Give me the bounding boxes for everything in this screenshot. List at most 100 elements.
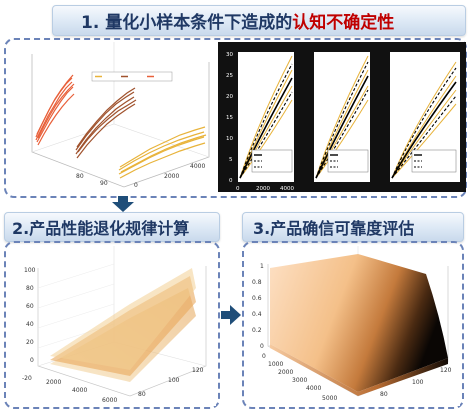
upper-bound-curve bbox=[391, 67, 457, 179]
y-tick-label: 0 bbox=[229, 178, 233, 184]
y-tick-label: 2000 bbox=[164, 173, 179, 180]
x-tick-label: 4000 bbox=[280, 186, 294, 192]
x-tick-label: 120 bbox=[440, 367, 452, 374]
section-2-frame bbox=[4, 241, 220, 409]
z-tick-label: 60 bbox=[26, 303, 34, 310]
gold-series-line bbox=[119, 142, 206, 179]
y-tick-label: 4000 bbox=[72, 387, 87, 394]
right-arrow-icon bbox=[221, 305, 241, 325]
orange-series-line bbox=[37, 93, 75, 146]
z-tick-label: -20 bbox=[22, 375, 32, 382]
z-tick-label: 0.6 bbox=[252, 295, 262, 302]
y-tick-label: 0 bbox=[134, 182, 138, 189]
z-tick-label: 0.4 bbox=[252, 311, 262, 318]
y-tick-label: 4000 bbox=[306, 385, 321, 392]
band-curve bbox=[239, 99, 293, 179]
small-chart-2 bbox=[314, 52, 370, 182]
gold-series-line bbox=[119, 126, 206, 168]
orange-series-line bbox=[36, 74, 74, 135]
brown-series-line bbox=[75, 91, 135, 151]
y-tick-label: 2000 bbox=[278, 369, 293, 376]
small-charts-svg: 30 25 20 15 10 5 0 0 2000 4000 bbox=[226, 52, 460, 192]
y-tick-label: 5000 bbox=[322, 395, 337, 402]
band-curve bbox=[315, 55, 369, 179]
gold-series-line bbox=[120, 134, 207, 173]
y-tick-label: 4000 bbox=[190, 163, 205, 170]
legend-box bbox=[411, 149, 457, 173]
degradation-3d-svg: 80 90 0 2000 4000 bbox=[31, 42, 210, 189]
degradation-surface-plot: 100 80 60 40 20 0 -20 2000 4000 6000 80 … bbox=[10, 246, 216, 406]
x-tick-label: 100 bbox=[168, 377, 180, 384]
y-tick-label: 30 bbox=[226, 52, 233, 58]
degradation-3d-plot: 80 90 0 2000 4000 bbox=[14, 42, 214, 190]
orange-series-line bbox=[36, 86, 74, 143]
lower-bound-curve bbox=[239, 91, 293, 179]
orange-series-line bbox=[37, 83, 75, 139]
z-tick-label: 0 bbox=[260, 343, 264, 350]
z-tick-label: 0 bbox=[30, 357, 34, 364]
z-tick-label: 0.2 bbox=[252, 327, 262, 334]
small-chart-3 bbox=[390, 52, 460, 182]
upper-bound-curve bbox=[239, 63, 293, 179]
y-tick-label: 6000 bbox=[102, 397, 117, 404]
small-charts-container: 30 25 20 15 10 5 0 0 2000 4000 bbox=[218, 42, 466, 192]
orange-series-group bbox=[35, 74, 75, 146]
gold-series-line bbox=[118, 136, 205, 175]
section-1-heading-text: 1. 量化小样本条件下造成的 bbox=[81, 13, 293, 33]
reliability-surface-plot: 1 0.8 0.6 0.4 0.2 0 0 1000 2000 3000 400… bbox=[248, 246, 460, 406]
reliability-surface bbox=[270, 254, 448, 392]
x-tick-label: 120 bbox=[192, 367, 204, 374]
brown-series-line bbox=[76, 103, 136, 159]
band-curve bbox=[391, 103, 457, 179]
y-tick-label: 0 bbox=[262, 353, 266, 360]
legend-box bbox=[91, 71, 173, 82]
z-tick-label: 20 bbox=[26, 339, 34, 346]
z-tick-label: 0.8 bbox=[252, 279, 262, 286]
section-1-heading-highlight: 认知不确定性 bbox=[292, 13, 395, 33]
x-tick-label: 0 bbox=[236, 186, 240, 192]
y-tick-label: 20 bbox=[226, 94, 233, 100]
mean-curve bbox=[391, 81, 457, 179]
y-tick-label: 10 bbox=[226, 136, 233, 142]
y-tick-label: 15 bbox=[226, 115, 233, 121]
lower-bound-curve bbox=[315, 89, 369, 179]
gold-series-group bbox=[118, 126, 207, 179]
section-1-heading: 1. 量化小样本条件下造成的 认知不确定性 bbox=[52, 5, 466, 36]
mean-curve bbox=[315, 75, 369, 179]
z-tick-label: 100 bbox=[24, 267, 36, 274]
x-tick-label: 2000 bbox=[256, 186, 270, 192]
brown-series-group bbox=[75, 87, 137, 159]
lower-bound-surface bbox=[50, 268, 196, 370]
down-arrow-icon bbox=[112, 196, 134, 212]
section-2-heading-text: 2.产品性能退化规律计算 bbox=[12, 219, 190, 238]
x-tick-label: 80 bbox=[76, 173, 84, 180]
brown-series-line bbox=[76, 87, 136, 148]
section-3-frame bbox=[242, 241, 464, 409]
reliability-surface-svg: 1 0.8 0.6 0.4 0.2 0 0 1000 2000 3000 400… bbox=[252, 246, 452, 402]
z-tick-label: 1 bbox=[260, 263, 264, 270]
y-tick-label: 1000 bbox=[268, 361, 283, 368]
z-tick-label: 40 bbox=[26, 321, 34, 328]
brown-series-line bbox=[75, 96, 135, 155]
gold-series-line bbox=[118, 131, 205, 171]
y-tick-label: 5 bbox=[229, 157, 233, 163]
z-tick-label: 80 bbox=[26, 285, 34, 292]
x-tick-label: 100 bbox=[412, 379, 424, 386]
section-3-heading-text: 3.产品确信可靠度评估 bbox=[253, 219, 415, 238]
small-chart-1 bbox=[238, 52, 294, 182]
section-1-frame bbox=[4, 38, 467, 198]
degradation-surface-svg: 100 80 60 40 20 0 -20 2000 4000 6000 80 … bbox=[22, 246, 207, 404]
section-3-heading: 3.产品确信可靠度评估 bbox=[242, 212, 464, 242]
orange-series-line bbox=[35, 81, 73, 141]
y-tick-label: 2000 bbox=[46, 379, 61, 386]
mean-curve bbox=[239, 77, 293, 179]
y-tick-label: 3000 bbox=[292, 377, 307, 384]
x-tick-label: 80 bbox=[138, 391, 146, 398]
band-curve bbox=[239, 55, 293, 179]
band-curve bbox=[315, 99, 369, 179]
lower-bound-curve bbox=[391, 95, 457, 179]
brown-series-line bbox=[77, 99, 137, 153]
x-tick-label: 90 bbox=[100, 180, 108, 187]
y-tick-label: 25 bbox=[226, 73, 233, 79]
x-tick-label: 80 bbox=[380, 391, 388, 398]
